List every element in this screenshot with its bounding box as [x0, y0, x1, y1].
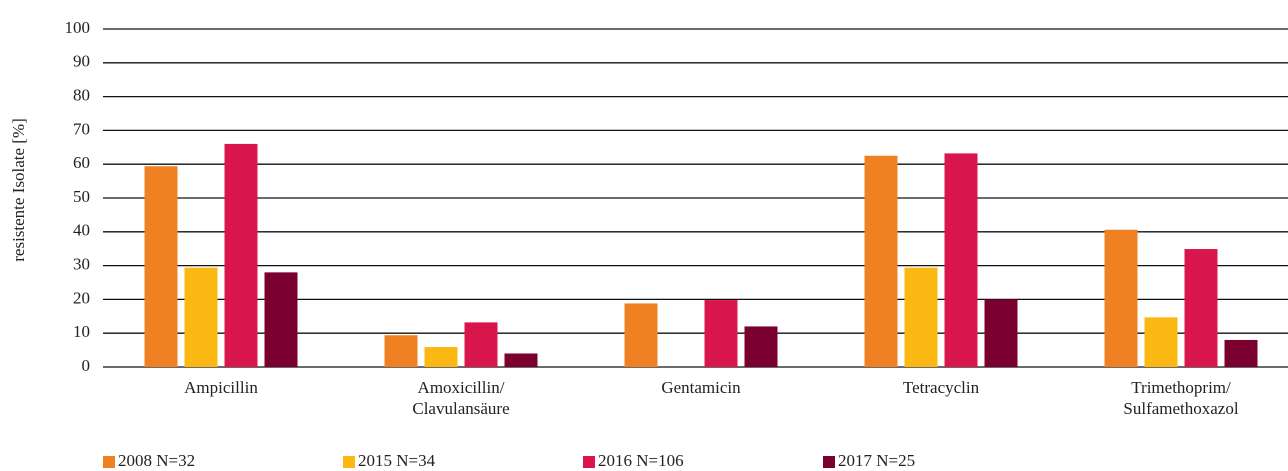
bar — [464, 322, 498, 367]
bar — [1224, 339, 1258, 367]
y-tick-label: 60 — [73, 153, 90, 172]
x-tick-label: Tetracyclin — [902, 378, 980, 397]
bar — [1104, 229, 1138, 367]
bar — [144, 166, 178, 367]
y-tick-label: 90 — [73, 52, 90, 71]
bar — [744, 326, 778, 367]
legend-label: 2015 N=34 — [358, 451, 436, 470]
legend-swatch — [583, 456, 595, 468]
y-tick-label: 100 — [65, 18, 91, 37]
legend-label: 2008 N=32 — [118, 451, 195, 470]
bar — [424, 347, 458, 367]
legend-swatch — [343, 456, 355, 468]
legend-swatch — [823, 456, 835, 468]
bar — [184, 267, 218, 367]
legend-label: 2017 N=25 — [838, 451, 915, 470]
x-tick-label: Trimethoprim/ Sulfamethoxazol — [1123, 378, 1239, 418]
y-tick-label: 30 — [73, 255, 90, 274]
bar — [504, 353, 538, 367]
x-tick-label: Amoxicillin/ Clavulansäure — [412, 378, 510, 418]
y-tick-label: 10 — [73, 322, 90, 341]
bar — [624, 303, 658, 367]
x-tick-label: Ampicillin — [184, 378, 258, 397]
y-tick-label: 40 — [73, 221, 90, 240]
legend-swatch — [103, 456, 115, 468]
bar — [1144, 317, 1178, 367]
y-axis-title: resistente Isolate [%] — [9, 118, 28, 262]
bar — [704, 300, 738, 367]
bar — [384, 335, 418, 367]
bar — [864, 155, 898, 367]
bar — [984, 299, 1018, 367]
y-tick-label: 80 — [73, 86, 90, 105]
y-tick-label: 20 — [73, 288, 90, 307]
bar — [264, 272, 298, 367]
y-tick-label: 70 — [73, 119, 90, 138]
x-tick-label: Gentamicin — [661, 378, 741, 397]
y-tick-label: 50 — [73, 187, 90, 206]
bar — [904, 267, 938, 367]
legend-label: 2016 N=106 — [598, 451, 684, 470]
y-tick-label: 0 — [82, 356, 91, 375]
bar — [224, 143, 258, 367]
bar — [944, 153, 978, 367]
bar — [1184, 249, 1218, 367]
